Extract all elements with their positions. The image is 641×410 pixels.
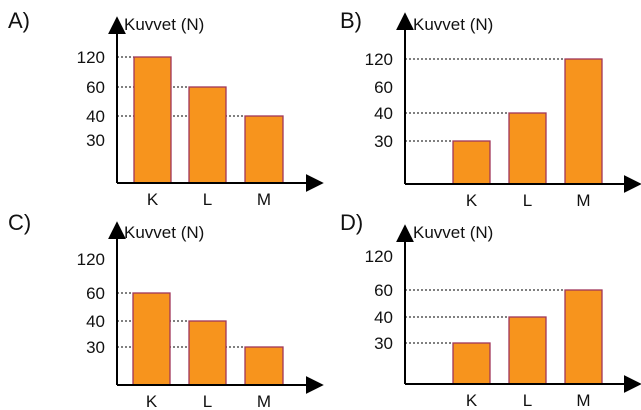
tick-label: 40	[86, 107, 105, 126]
tick-label: 60	[86, 78, 105, 97]
category-label: L	[203, 190, 212, 209]
chart-panel: C) Kuvvet (N) 120 60 40 30 K L M	[8, 210, 324, 410]
bar	[452, 140, 491, 185]
bar	[508, 112, 547, 185]
category-label: K	[466, 191, 478, 210]
bar	[132, 292, 171, 386]
chart-panel: B) Kuvvet (N) 120 60 40 30 K L M	[340, 8, 641, 210]
bar	[244, 115, 284, 184]
tick-label: 60	[374, 78, 393, 97]
category-label: L	[203, 392, 212, 410]
category-label: M	[257, 190, 271, 209]
bar	[133, 56, 172, 184]
tick-label: 60	[86, 284, 105, 303]
chart-panel: A) Kuvvet (N) 120 60 40 30 K L M	[8, 8, 324, 209]
bar	[188, 320, 227, 386]
category-label: M	[576, 391, 590, 410]
tick-label: 30	[86, 338, 105, 357]
bar	[188, 86, 227, 184]
y-axis-title: Kuvvet (N)	[413, 223, 493, 242]
panel-label: C)	[8, 210, 31, 235]
tick-label: 40	[374, 104, 393, 123]
chart-panel: D) Kuvvet (N) 120 60 40 30 K L M	[340, 210, 641, 410]
category-label: L	[523, 191, 532, 210]
tick-label: 120	[365, 247, 393, 266]
bar	[452, 342, 491, 385]
tick-label: 120	[77, 48, 105, 67]
tick-label: 120	[77, 250, 105, 269]
tick-label: 30	[374, 132, 393, 151]
panel-label: A)	[8, 8, 30, 33]
category-label: K	[147, 190, 159, 209]
bar	[508, 316, 547, 385]
tick-label: 60	[374, 281, 393, 300]
panel-label: D)	[340, 210, 363, 235]
tick-label: 40	[374, 308, 393, 327]
tick-label: 40	[86, 312, 105, 331]
bar	[564, 289, 603, 385]
panel-label: B)	[340, 8, 362, 33]
y-axis-title: Kuvvet (N)	[413, 15, 493, 34]
y-axis-title: Kuvvet (N)	[124, 223, 204, 242]
category-label: K	[466, 391, 478, 410]
category-label: K	[146, 392, 158, 410]
category-label: L	[523, 391, 532, 410]
bar	[564, 58, 603, 185]
y-axis-title: Kuvvet (N)	[124, 15, 204, 34]
tick-label: 120	[365, 50, 393, 69]
bar	[244, 346, 284, 386]
category-label: M	[576, 191, 590, 210]
tick-label: 30	[374, 334, 393, 353]
category-label: M	[257, 392, 271, 410]
tick-label: 30	[86, 131, 105, 150]
